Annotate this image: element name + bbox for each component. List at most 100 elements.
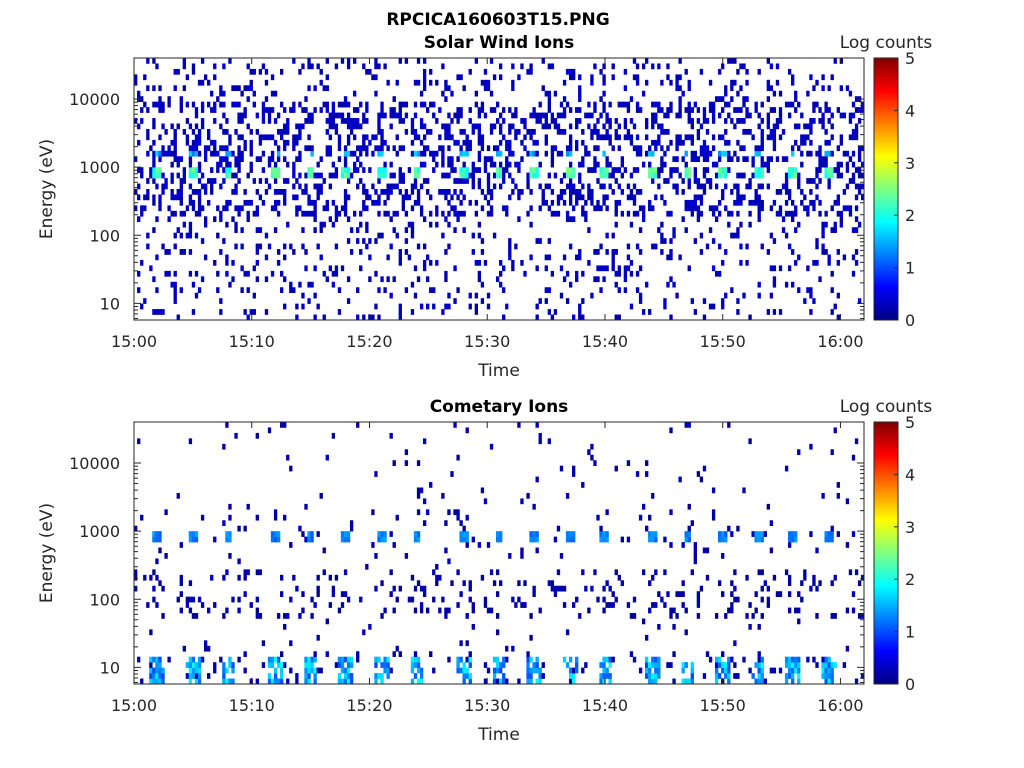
heatmap-cell [146, 107, 150, 113]
heatmap-cell [243, 85, 247, 92]
heatmap-cell [854, 259, 859, 266]
heatmap-cell [410, 139, 415, 146]
heatmap-cell [787, 580, 792, 587]
heatmap-cell [185, 662, 190, 668]
heatmap-cell [386, 194, 390, 201]
heatmap-cell [757, 112, 761, 119]
colorbar-tick-label: 5 [905, 413, 915, 432]
heatmap-cell [797, 607, 801, 614]
heatmap-cell [343, 172, 348, 179]
heatmap-cell [419, 123, 424, 130]
heatmap-cell [340, 656, 345, 663]
heatmap-cell [645, 134, 649, 141]
heatmap-cell [824, 156, 828, 163]
heatmap-cell [602, 656, 606, 663]
heatmap-cell [340, 58, 345, 64]
heatmap-cell [857, 150, 862, 157]
heatmap-cell [587, 183, 591, 190]
heatmap-cell [681, 662, 685, 668]
heatmap-cell [343, 210, 348, 217]
heatmap-cell [699, 249, 704, 255]
heatmap-cell [286, 678, 290, 685]
heatmap-cell [718, 156, 722, 163]
heatmap-cell [486, 178, 491, 184]
heatmap-cell [380, 167, 384, 173]
heatmap-cell [721, 591, 725, 597]
heatmap-cell [727, 58, 731, 64]
heatmap-cell [179, 199, 183, 206]
heatmap-cell [374, 63, 378, 70]
heatmap-cell [784, 172, 789, 179]
heatmap-cell [499, 161, 503, 168]
heatmap-cell [319, 227, 323, 233]
heatmap-cell [386, 189, 390, 195]
axes-title: Cometary Ions [430, 397, 569, 417]
heatmap-cell [593, 123, 597, 130]
heatmap-cell [313, 667, 317, 674]
heatmap-cell [705, 128, 710, 135]
heatmap-cell [754, 194, 758, 201]
heatmap-cell [459, 667, 463, 674]
heatmap-cell [687, 79, 691, 86]
heatmap-cell [675, 112, 679, 119]
heatmap-cell [778, 667, 783, 674]
heatmap-cell [240, 112, 244, 119]
heatmap-cell [684, 607, 688, 614]
heatmap-cell [404, 58, 409, 64]
heatmap-cell [188, 662, 193, 668]
heatmap-cell [474, 199, 479, 206]
heatmap-cell [182, 221, 187, 228]
heatmap-cell [651, 118, 655, 124]
heatmap-cell [505, 139, 509, 146]
heatmap-cell [492, 656, 497, 663]
heatmap-cell [246, 123, 250, 130]
heatmap-cell [730, 602, 734, 608]
heatmap-cell [380, 172, 384, 179]
heatmap-cell [520, 118, 524, 124]
heatmap-cell [222, 112, 226, 119]
heatmap-cell [222, 238, 226, 244]
heatmap-cell [398, 167, 402, 173]
heatmap-cell [800, 580, 804, 587]
heatmap-cell [821, 656, 825, 663]
heatmap-cell [733, 58, 737, 64]
heatmap-cell [179, 101, 183, 108]
panels: 15:00 15:10 15:20 15:30 15:40 15:50 16:0010100… [37, 33, 932, 745]
heatmap-cell [438, 607, 442, 614]
heatmap-cell [605, 509, 609, 516]
heatmap-cell [745, 156, 749, 163]
heatmap-cell [556, 123, 561, 130]
heatmap-cell [678, 85, 682, 92]
heatmap-cell [356, 123, 360, 130]
heatmap-cell [635, 167, 640, 173]
heatmap-cell [462, 525, 466, 532]
heatmap-cell [568, 167, 573, 173]
heatmap-cell [721, 107, 725, 113]
heatmap-cell [353, 210, 357, 217]
heatmap-cell [346, 118, 351, 124]
heatmap-cell [346, 150, 351, 157]
heatmap-cell [456, 287, 460, 294]
heatmap-cell [340, 531, 345, 537]
heatmap-cell [419, 118, 424, 124]
heatmap-cell [599, 531, 603, 537]
heatmap-cell [422, 123, 427, 130]
heatmap-cell [809, 74, 813, 81]
heatmap-cell [687, 199, 691, 206]
heatmap-cell [781, 128, 786, 135]
heatmap-cell [459, 112, 463, 119]
heatmap-cell [164, 509, 168, 516]
heatmap-cell [550, 199, 555, 206]
heatmap-cell [638, 249, 643, 255]
heatmap-cell [766, 85, 771, 92]
heatmap-cell [188, 678, 193, 685]
heatmap-cell [797, 183, 801, 190]
heatmap-cell [432, 167, 436, 173]
heatmap-cell [374, 673, 378, 679]
heatmap-cell [486, 210, 491, 217]
heatmap-cell [228, 58, 232, 64]
heatmap-cell [511, 150, 515, 157]
heatmap-cell [641, 205, 646, 212]
heatmap-cell [304, 667, 308, 674]
heatmap-cell [416, 487, 421, 494]
